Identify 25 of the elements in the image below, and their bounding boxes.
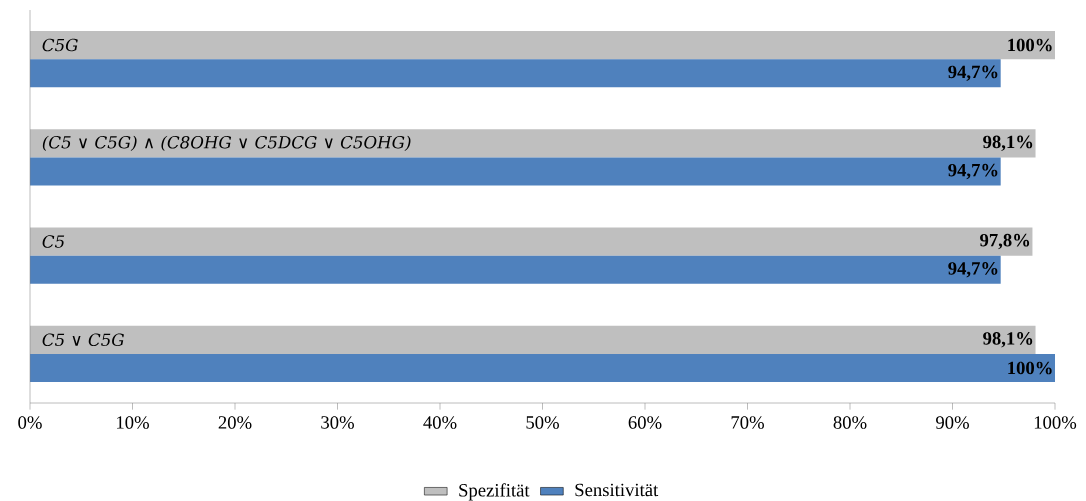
data-label: 100%	[1008, 361, 1052, 375]
y-tick-label: C5G	[42, 38, 78, 52]
data-label: 98,1%	[983, 135, 1033, 151]
x-tick-label: 30%	[321, 416, 354, 429]
x-tick-label: 0%	[18, 416, 42, 429]
y-tick-label: (C5 ∨ C5G) ∧ (C8OHG ∨ C5DCG ∨ C5OHG)	[42, 135, 411, 151]
x-tick-label: 70%	[731, 416, 764, 429]
data-label: 94,7%	[948, 163, 998, 180]
x-tick-label: 90%	[936, 416, 969, 429]
x-tick-label: 40%	[423, 416, 457, 429]
y-tick-label: C5 ∨ C5G	[42, 333, 124, 347]
data-label: 100%	[1008, 38, 1052, 52]
x-tick-label: 100%	[1034, 416, 1077, 429]
data-label: 98,1%	[983, 332, 1033, 348]
x-tick-label: 60%	[628, 416, 662, 429]
legend-label: Sensitivität	[575, 483, 659, 497]
y-tick-label: C5	[42, 235, 65, 248]
data-label: 97,8%	[980, 233, 1030, 250]
x-tick-label: 80%	[833, 416, 867, 429]
x-tick-label: 50%	[526, 416, 559, 429]
data-label: 94,7%	[948, 262, 998, 278]
x-tick-label: 10%	[117, 416, 149, 429]
legend-label: Spezifität	[459, 483, 530, 501]
data-label: 94,7%	[948, 65, 998, 81]
x-tick-label: 20%	[218, 416, 252, 429]
